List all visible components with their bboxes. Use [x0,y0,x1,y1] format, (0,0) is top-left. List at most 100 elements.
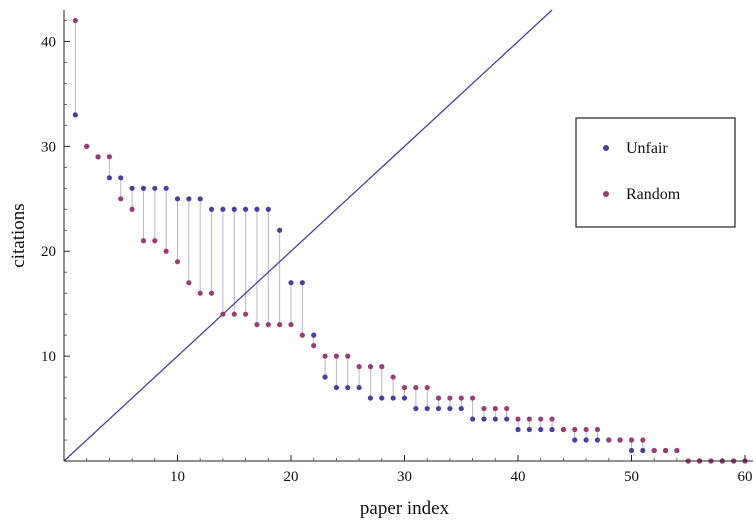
random-point [84,143,90,149]
unfair-point [231,206,237,212]
unfair-point [401,395,408,401]
random-point [447,395,453,401]
random-point [572,426,578,433]
random-point [333,353,339,359]
unfair-point [458,405,464,412]
unfair-point [220,206,226,212]
random-point [95,154,101,160]
random-point [594,426,601,433]
random-point [458,395,464,401]
random-point [299,332,305,338]
unfair-point [152,185,158,191]
random-point [470,395,476,401]
random-point [367,364,374,370]
axes [63,10,753,462]
random-point [288,322,294,328]
unfair-point [481,416,487,422]
unfair-point [447,405,453,412]
x-tick-label: 30 [397,469,412,485]
legend-label-random: Random [626,186,681,203]
random-point [356,364,362,370]
random-point [345,353,351,359]
unfair-point [129,185,135,191]
unfair-point [288,280,294,286]
random-point [208,290,215,296]
random-point [538,416,544,422]
unfair-point [345,384,351,391]
unfair-point [435,405,442,412]
legend-box [575,117,736,228]
random-point [186,280,192,286]
unfair-point [390,395,396,401]
y-tick-label: 20 [41,244,56,260]
random-point [163,248,169,254]
random-point [401,384,408,391]
random-point [231,311,237,317]
legend: Unfair Random [575,117,736,228]
random-point [606,437,612,443]
unfair-point [424,405,430,412]
x-tick-label: 50 [624,469,639,485]
random-point [628,437,635,443]
reference-line-group [63,9,553,462]
unfair-point [367,395,374,401]
random-point [72,17,78,24]
unfair-point [72,112,78,118]
random-point [174,259,181,265]
unfair-point [322,374,328,380]
x-tick-label: 40 [511,469,526,485]
unfair-point [208,206,215,212]
random-point [674,447,680,454]
random-point [481,405,487,412]
random-point [129,206,135,212]
unfair-point [106,175,112,181]
y-tick-label: 30 [41,139,56,155]
random-point [413,384,419,391]
x-tick-label: 20 [284,469,299,485]
random-point [265,322,271,328]
unfair-point [186,196,192,202]
random-point [504,405,510,412]
x-axis-title: paper index [360,498,450,519]
legend-label-unfair: Unfair [626,140,668,157]
x-tick-label: 10 [170,469,185,485]
y-axis-title: citations [8,203,29,267]
unfair-point [174,196,181,202]
random-point [435,395,442,401]
unfair-point [243,206,249,212]
random-point [549,416,555,422]
unfair-point [333,384,339,391]
random-point [526,416,532,422]
reference-line [63,9,553,462]
unfair-point [470,416,476,422]
unfair-point [504,416,510,422]
random-point [560,426,567,433]
legend-marker-unfair [603,145,609,151]
random-point [492,405,498,412]
random-point [197,290,203,296]
unfair-point [254,206,260,212]
unfair-point [265,206,271,212]
y-tick-label: 40 [41,34,56,50]
unfair-point [277,227,283,233]
random-point [662,447,669,454]
unfair-point [572,437,578,443]
unfair-point [538,426,544,433]
unfair-point [628,447,635,454]
unfair-point [140,185,147,191]
unfair-point [197,196,203,202]
random-point [311,343,317,349]
unfair-point [356,384,362,391]
random-point [390,374,396,380]
random-point [322,353,328,359]
random-point [118,196,124,202]
unfair-point [594,437,601,443]
random-point [617,437,623,443]
random-point [106,154,112,160]
unfair-point [492,416,498,422]
random-point [651,447,657,454]
unfair-point [583,437,589,443]
random-point [277,322,283,328]
